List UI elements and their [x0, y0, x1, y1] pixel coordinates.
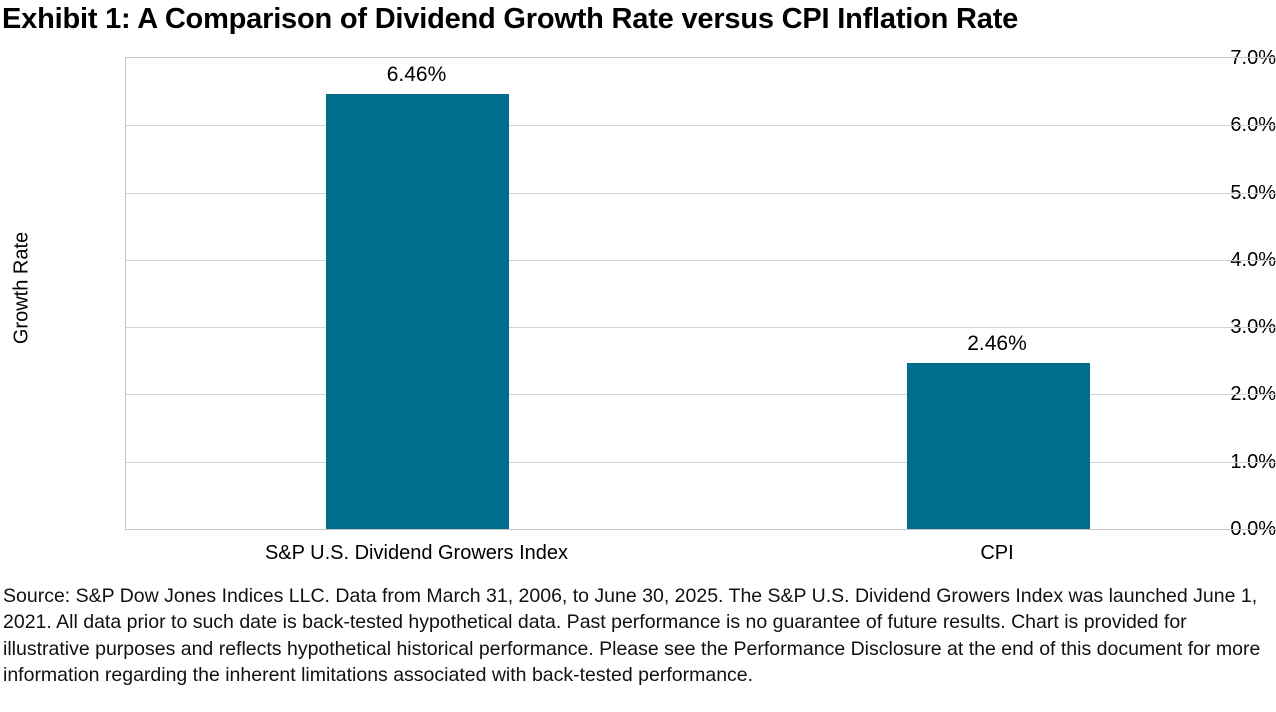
gridline [126, 125, 1276, 127]
bar-value-label: 2.46% [967, 332, 1027, 356]
x-category-label: S&P U.S. Dividend Growers Index [264, 542, 569, 564]
gridline [126, 192, 1276, 194]
gridline [126, 259, 1276, 261]
plot-area [125, 57, 1276, 530]
exhibit-title: Exhibit 1: A Comparison of Dividend Grow… [2, 3, 1019, 35]
x-category-label: CPI [980, 542, 1014, 564]
y-axis-title: Growth Rate [10, 231, 33, 345]
y-tick-label: 7.0% [1230, 47, 1276, 69]
source-disclosure-note: Source: S&P Dow Jones Indices LLC. Data … [3, 585, 1261, 687]
bar-dividend-growers [326, 94, 509, 529]
bar-cpi [906, 363, 1090, 529]
gridline [126, 461, 1276, 463]
gridline [126, 327, 1276, 329]
bar-value-label: 6.46% [386, 63, 447, 87]
gridline [126, 394, 1276, 396]
